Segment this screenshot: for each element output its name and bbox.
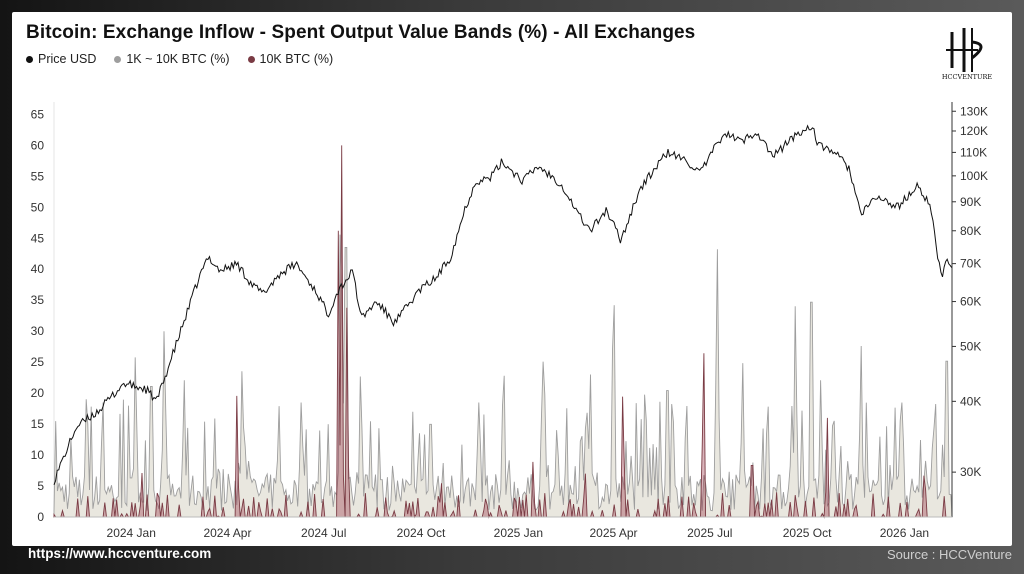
chart-title: Bitcoin: Exchange Inflow - Spent Output … (26, 22, 696, 43)
x-tick-label: 2025 Jan (494, 526, 543, 540)
y-right-tick-label: 120K (960, 124, 988, 138)
legend-label-10k: 10K BTC (%) (259, 52, 334, 66)
legend-label-1k-10k: 1K ~ 10K BTC (%) (126, 52, 230, 66)
y-right-tick-label: 30K (960, 465, 981, 479)
legend-item-10k[interactable]: 10K BTC (%) (247, 52, 334, 66)
logo-text: HCCVENTURE (942, 73, 992, 81)
y-right-tick-label: 100K (960, 169, 988, 183)
chart-card: Bitcoin: Exchange Inflow - Spent Output … (12, 12, 1012, 546)
x-tick-label: 2024 Jan (107, 526, 156, 540)
y-left-tick-label: 45 (31, 231, 45, 245)
y-right-tick-label: 60K (960, 295, 981, 309)
price-line (53, 124, 953, 485)
x-tick-label: 2025 Jul (687, 526, 732, 540)
x-tick-label: 2024 Apr (203, 526, 251, 540)
y-left-tick-label: 35 (31, 293, 45, 307)
y-right-tick-label: 130K (960, 104, 988, 118)
x-tick-label: 2025 Oct (783, 526, 832, 540)
x-tick-label: 2024 Jul (301, 526, 346, 540)
legend-dot-1k-10k (114, 55, 122, 63)
y-left-tick-label: 30 (31, 324, 45, 338)
y-right-tick-label: 40K (960, 394, 981, 408)
x-tick-label: 2026 Jan (880, 526, 929, 540)
y-right-tick-label: 80K (960, 224, 981, 238)
y-right-tick-label: 90K (960, 195, 981, 209)
y-left-tick-label: 20 (31, 386, 45, 400)
axes: 0 5 10 15 20 25 30 35 40 45 50 55 60 65 30K 40K 50K 60K 70… (31, 102, 988, 540)
y-left-tick-label: 55 (31, 169, 45, 183)
series-price (53, 124, 953, 485)
area-1k-10k (53, 234, 953, 518)
legend: Price USD 1K ~ 10K BTC (%) 10K BTC (%) (26, 52, 333, 66)
chart-plot: 0 5 10 15 20 25 30 35 40 45 50 55 60 65 30K 40K 50K 60K 70… (31, 102, 988, 540)
x-tick-label: 2025 Apr (590, 526, 638, 540)
footer-source: Source : HCCVenture (886, 547, 1012, 562)
y-right-tick-label: 50K (960, 339, 981, 353)
y-left-tick-label: 25 (31, 355, 45, 369)
y-left-tick-label: 5 (37, 479, 44, 493)
legend-dot-10k (247, 55, 255, 63)
y-left-tick-label: 65 (31, 107, 45, 121)
legend-label-price: Price USD (38, 52, 97, 66)
footer-url[interactable]: https://www.hccventure.com (28, 546, 212, 561)
y-left-tick-label: 15 (31, 417, 45, 431)
legend-item-price[interactable]: Price USD (26, 52, 96, 66)
y-right-tick-label: 110K (960, 145, 987, 159)
x-tick-label: 2024 Oct (397, 526, 446, 540)
series-1k-10k (53, 234, 953, 518)
legend-item-1k-10k[interactable]: 1K ~ 10K BTC (%) (114, 52, 230, 66)
y-left-tick-label: 10 (31, 448, 45, 462)
y-left-tick-label: 50 (31, 200, 45, 214)
hccventure-logo-icon: HCCVENTURE (942, 28, 992, 81)
y-right-tick-label: 70K (960, 257, 981, 271)
y-left-tick-label: 0 (37, 510, 44, 524)
y-left-tick-label: 40 (31, 262, 45, 276)
y-left-tick-label: 60 (31, 138, 45, 152)
legend-dot-price (26, 55, 33, 63)
